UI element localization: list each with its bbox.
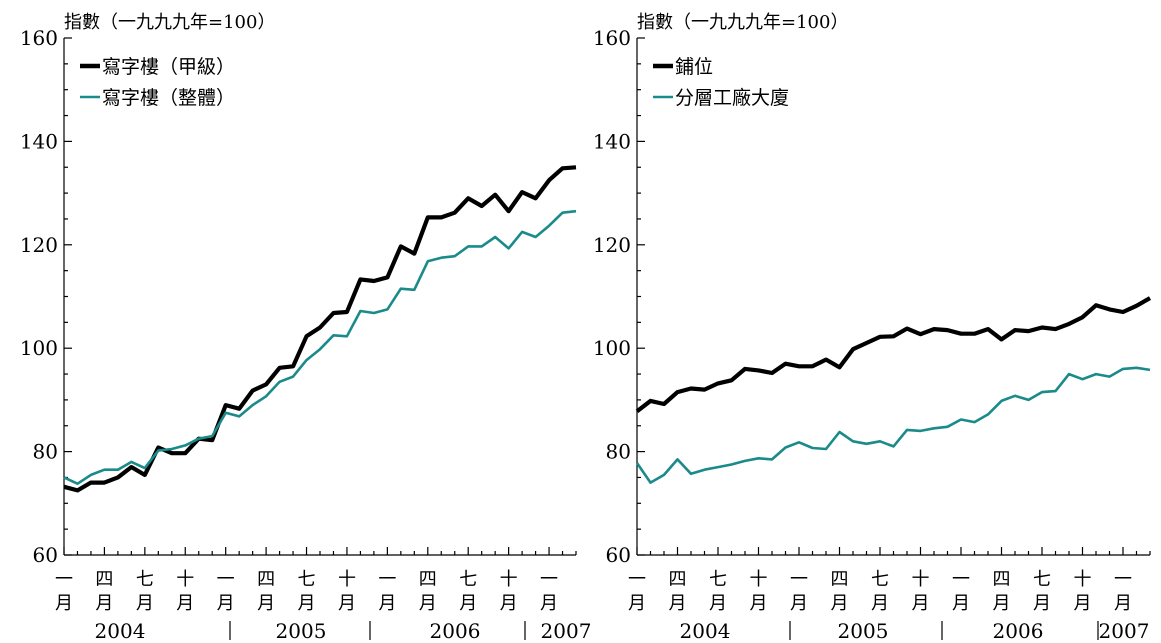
x-tick-label-top: 四	[257, 569, 275, 590]
chart-panel-office: 指數（一九九九年=100）6080100120140160一月四月七月十月一月四…	[20, 12, 592, 643]
y-tick-label: 140	[20, 129, 58, 153]
legend-label: 寫字樓（甲級）	[102, 56, 235, 78]
x-tick-label-top: 七	[136, 569, 154, 590]
y-tick-label: 120	[20, 233, 58, 257]
x-tick-label-bottom: 月	[831, 593, 849, 614]
legend-label: 鋪位	[675, 56, 713, 78]
x-tick-label-bottom: 月	[1033, 593, 1051, 614]
x-tick-label-top: 一	[952, 569, 970, 590]
x-tick-label-bottom: 月	[459, 593, 477, 614]
x-tick-label-top: 七	[709, 569, 727, 590]
year-label: 2007	[1099, 619, 1150, 643]
x-tick-label-top: 一	[540, 569, 558, 590]
x-tick-label-top: 四	[95, 569, 113, 590]
x-tick-label-bottom: 月	[871, 593, 889, 614]
y-tick-label: 80	[606, 440, 631, 464]
x-tick-label-top: 四	[669, 569, 687, 590]
series-line-2	[635, 366, 1151, 484]
x-tick-label-bottom: 月	[176, 593, 194, 614]
chart-panel-retail-industrial: 指數（一九九九年=100）6080100120140160一月四月七月十月一月四…	[593, 12, 1152, 643]
x-tick-label-top: 七	[459, 569, 477, 590]
y-tick-label: 160	[20, 26, 58, 50]
x-tick-label-top: 十	[176, 569, 194, 590]
y-tick-label: 120	[593, 233, 631, 257]
x-tick-label-top: 七	[1033, 569, 1051, 590]
x-tick-label-top: 四	[419, 569, 437, 590]
legend-label: 分層工廠大廈	[675, 86, 789, 109]
x-tick-label-top: 一	[790, 569, 808, 590]
year-label: 2006	[993, 619, 1044, 643]
y-unit-label: 指數（一九九九年=100）	[64, 12, 275, 33]
x-tick-label-top: 一	[217, 569, 235, 590]
x-tick-label-top: 一	[628, 569, 646, 590]
x-tick-label-bottom: 月	[709, 593, 727, 614]
x-tick-label-top: 七	[298, 569, 316, 590]
x-tick-label-bottom: 月	[993, 593, 1011, 614]
x-tick-label-top: 十	[500, 569, 518, 590]
year-label: 2004	[95, 619, 146, 643]
x-tick-label-top: 十	[338, 569, 356, 590]
x-tick-label-top: 一	[55, 569, 73, 590]
x-tick-label-bottom: 月	[750, 593, 768, 614]
year-label: 2006	[430, 619, 481, 643]
x-tick-label-bottom: 月	[217, 593, 235, 614]
y-tick-label: 100	[20, 336, 58, 360]
series-line-1	[63, 165, 577, 493]
year-label: 2005	[276, 619, 327, 643]
x-tick-label-bottom: 月	[790, 593, 808, 614]
x-tick-label-top: 十	[912, 569, 930, 590]
y-tick-label: 160	[593, 26, 631, 50]
x-tick-label-bottom: 月	[257, 593, 275, 614]
year-label: 2007	[541, 619, 592, 643]
year-label: 2004	[680, 619, 731, 643]
x-tick-label-bottom: 月	[669, 593, 687, 614]
x-tick-label-bottom: 月	[136, 593, 154, 614]
y-unit-label: 指數（一九九九年=100）	[637, 12, 848, 33]
x-tick-label-bottom: 月	[95, 593, 113, 614]
x-tick-label-bottom: 月	[378, 593, 396, 614]
legend-label: 寫字樓（整體）	[102, 87, 235, 109]
y-tick-label: 60	[606, 543, 631, 567]
x-tick-label-bottom: 月	[1074, 593, 1092, 614]
x-tick-label-bottom: 月	[298, 593, 316, 614]
x-tick-label-top: 一	[378, 569, 396, 590]
x-tick-label-bottom: 月	[500, 593, 518, 614]
x-tick-label-bottom: 月	[912, 593, 930, 614]
series-line-1	[635, 296, 1152, 413]
x-tick-label-top: 十	[750, 569, 768, 590]
y-tick-label: 80	[33, 440, 58, 464]
x-tick-label-bottom: 月	[1114, 593, 1132, 614]
series-line-2	[63, 209, 577, 486]
year-label: 2005	[838, 619, 889, 643]
x-tick-label-bottom: 月	[419, 593, 437, 614]
x-tick-label-top: 四	[831, 569, 849, 590]
x-tick-label-bottom: 月	[952, 593, 970, 614]
x-tick-label-bottom: 月	[628, 593, 646, 614]
x-tick-label-bottom: 月	[55, 593, 73, 614]
y-tick-label: 60	[33, 543, 58, 567]
y-tick-label: 100	[593, 336, 631, 360]
x-tick-label-top: 四	[993, 569, 1011, 590]
x-tick-label-top: 七	[871, 569, 889, 590]
y-tick-label: 140	[593, 129, 631, 153]
x-tick-label-top: 一	[1114, 569, 1132, 590]
x-tick-label-top: 十	[1074, 569, 1092, 590]
x-tick-label-bottom: 月	[338, 593, 356, 614]
x-tick-label-bottom: 月	[540, 593, 558, 614]
